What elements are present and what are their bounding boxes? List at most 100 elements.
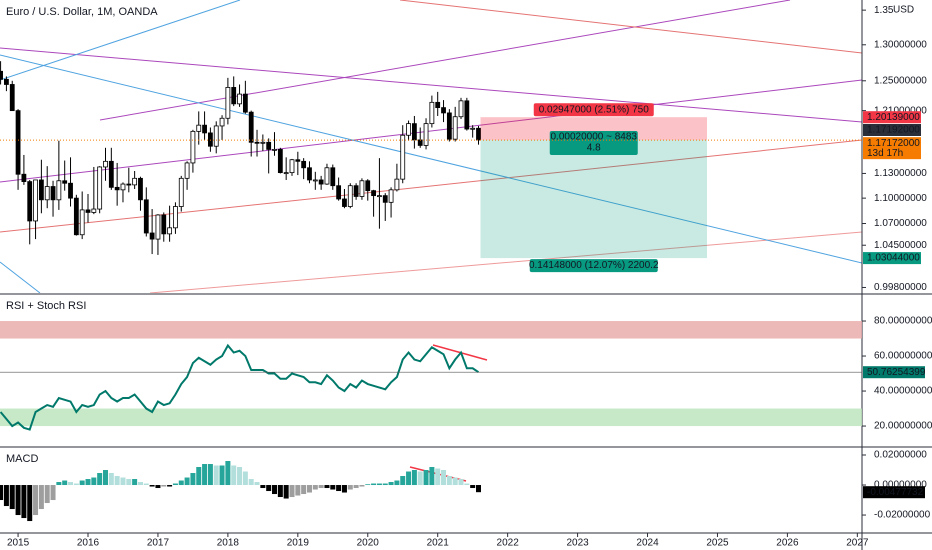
candle-body	[143, 199, 149, 234]
y-tick-label: 40.00000000	[874, 386, 932, 397]
price-badge-sublabel: 13d 17h	[867, 148, 903, 159]
candle-body	[382, 195, 388, 203]
trend-line	[0, 261, 41, 293]
histogram-bar	[137, 482, 143, 486]
price-badge-label: 1.20139000	[867, 112, 920, 123]
target-label: 0.14148000 (12.07%) 2200.2	[529, 260, 659, 271]
histogram-bar	[371, 483, 377, 486]
panel-title: MACD	[6, 453, 38, 465]
histogram-bar	[56, 482, 62, 486]
histogram-bar	[97, 473, 103, 486]
histogram-bar	[149, 485, 155, 487]
chart-title: Euro / U.S. Dollar, 1M, OANDA	[6, 6, 158, 18]
histogram-bar	[470, 485, 476, 489]
candle-body	[411, 123, 417, 141]
candle-body	[225, 87, 231, 119]
candle-body	[470, 127, 476, 130]
panel-title: RSI + Stoch RSI	[6, 300, 86, 312]
candle-body	[155, 214, 161, 240]
candle-body	[161, 214, 167, 235]
histogram-bar	[423, 470, 429, 486]
candle-body	[202, 124, 207, 134]
last-value-label: 50.76254399	[867, 367, 926, 378]
candle-body	[91, 208, 97, 213]
histogram-bar	[388, 482, 394, 486]
histogram-bar	[202, 464, 208, 486]
histogram-bar	[336, 485, 342, 492]
last-value-badge	[863, 366, 925, 379]
candle-body	[208, 132, 213, 147]
candle-body	[126, 183, 132, 186]
histogram-bar	[79, 480, 85, 486]
stop-zone	[480, 117, 707, 140]
histogram-bar	[359, 485, 365, 487]
y-tick-label: 1.25000000	[874, 75, 927, 86]
y-tick-label: 60.00000000	[874, 351, 932, 362]
trend-line	[0, 139, 862, 233]
candle-body	[73, 197, 79, 236]
drawings	[0, 0, 862, 293]
histogram-bar	[248, 479, 254, 486]
x-tick-label: 2023	[566, 538, 589, 549]
candle-body	[149, 232, 155, 240]
trend-line	[399, 0, 862, 54]
candle-body	[248, 111, 254, 143]
x-tick-label: 2016	[77, 538, 100, 549]
candle-body	[190, 130, 196, 164]
histogram-bar	[318, 485, 324, 489]
histogram-bar	[411, 470, 417, 486]
histogram-bar	[242, 471, 248, 486]
histogram-bar	[301, 485, 307, 495]
candle-body	[62, 180, 68, 184]
candle-body	[441, 107, 446, 114]
histogram-bar	[9, 485, 15, 510]
y-tick-label: 80.00000000	[874, 316, 932, 327]
histogram-bar	[306, 485, 312, 493]
candle-body	[260, 141, 266, 144]
histogram-bar	[452, 477, 458, 486]
candle-body	[68, 182, 73, 199]
band	[0, 321, 862, 339]
entry-sublabel: 4.8	[587, 143, 601, 154]
price-badge-label: 1.17172000	[867, 138, 920, 149]
price-badge	[863, 111, 921, 124]
trend-line	[99, 0, 791, 121]
candle-body	[242, 93, 248, 113]
histogram-bar	[132, 479, 138, 486]
histogram-bar	[178, 480, 184, 486]
candle-body	[266, 141, 272, 150]
histogram-bar	[272, 485, 278, 495]
x-tick-label: 2026	[776, 538, 799, 549]
candle-body	[423, 123, 429, 146]
stop-label: 0.02947000 (2.51%) 750	[539, 104, 650, 115]
y-tick-label: 1.35	[874, 5, 894, 16]
candle-body	[342, 198, 347, 207]
histogram-bar	[231, 465, 237, 486]
histogram-bar	[161, 485, 167, 487]
stop-label-box	[533, 103, 654, 117]
candles	[0, 61, 481, 255]
x-tick-label: 2025	[706, 538, 729, 549]
candle-body	[231, 87, 237, 105]
candle-body	[4, 78, 9, 85]
histogram-bar	[312, 485, 318, 490]
candle-body	[97, 166, 103, 210]
candle-body	[400, 134, 406, 180]
histogram-bar	[21, 485, 27, 519]
histogram-bar	[73, 483, 79, 486]
histogram-bar	[27, 485, 33, 522]
candle-body	[406, 123, 411, 136]
candle-body	[452, 116, 458, 140]
histogram-bar	[207, 464, 213, 486]
trend-line	[0, 79, 862, 183]
target-zone	[480, 139, 707, 259]
candle-body	[56, 180, 62, 201]
candle-body	[15, 110, 21, 175]
candle-body	[353, 185, 359, 197]
histogram-bar	[260, 485, 266, 489]
candle-body	[377, 195, 382, 198]
candle-body	[108, 160, 114, 188]
histogram-bar	[85, 479, 91, 486]
histogram-bar	[68, 482, 74, 486]
